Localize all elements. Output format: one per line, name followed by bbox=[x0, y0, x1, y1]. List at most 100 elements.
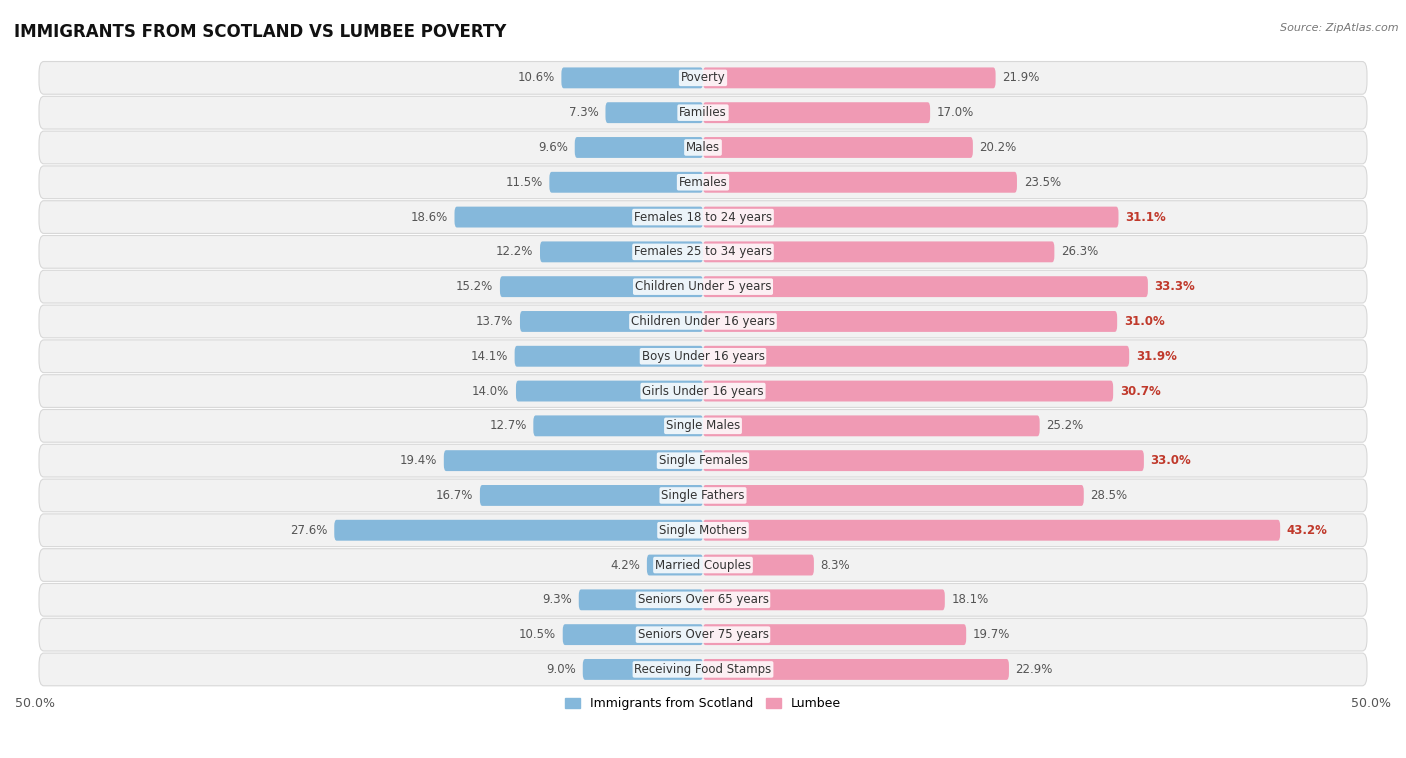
Text: 31.1%: 31.1% bbox=[1125, 211, 1166, 224]
FancyBboxPatch shape bbox=[579, 590, 703, 610]
FancyBboxPatch shape bbox=[703, 67, 995, 89]
Text: 12.2%: 12.2% bbox=[496, 246, 533, 258]
Text: 13.7%: 13.7% bbox=[477, 315, 513, 328]
Text: 33.3%: 33.3% bbox=[1154, 280, 1195, 293]
FancyBboxPatch shape bbox=[703, 485, 1084, 506]
Text: Single Mothers: Single Mothers bbox=[659, 524, 747, 537]
Text: Families: Families bbox=[679, 106, 727, 119]
FancyBboxPatch shape bbox=[520, 311, 703, 332]
FancyBboxPatch shape bbox=[703, 242, 1054, 262]
Text: Girls Under 16 years: Girls Under 16 years bbox=[643, 384, 763, 397]
Text: Boys Under 16 years: Boys Under 16 years bbox=[641, 349, 765, 363]
Text: 19.7%: 19.7% bbox=[973, 628, 1011, 641]
FancyBboxPatch shape bbox=[550, 172, 703, 193]
FancyBboxPatch shape bbox=[39, 549, 1367, 581]
FancyBboxPatch shape bbox=[39, 61, 1367, 94]
Text: IMMIGRANTS FROM SCOTLAND VS LUMBEE POVERTY: IMMIGRANTS FROM SCOTLAND VS LUMBEE POVER… bbox=[14, 23, 506, 41]
Text: Single Fathers: Single Fathers bbox=[661, 489, 745, 502]
Text: 23.5%: 23.5% bbox=[1024, 176, 1060, 189]
FancyBboxPatch shape bbox=[703, 311, 1118, 332]
FancyBboxPatch shape bbox=[39, 444, 1367, 477]
Text: 10.5%: 10.5% bbox=[519, 628, 555, 641]
Text: 8.3%: 8.3% bbox=[821, 559, 851, 572]
Legend: Immigrants from Scotland, Lumbee: Immigrants from Scotland, Lumbee bbox=[560, 692, 846, 715]
FancyBboxPatch shape bbox=[335, 520, 703, 540]
FancyBboxPatch shape bbox=[39, 131, 1367, 164]
FancyBboxPatch shape bbox=[39, 201, 1367, 233]
FancyBboxPatch shape bbox=[533, 415, 703, 437]
Text: 20.2%: 20.2% bbox=[980, 141, 1017, 154]
Text: Females: Females bbox=[679, 176, 727, 189]
Text: Males: Males bbox=[686, 141, 720, 154]
FancyBboxPatch shape bbox=[575, 137, 703, 158]
Text: 26.3%: 26.3% bbox=[1062, 246, 1098, 258]
Text: 4.2%: 4.2% bbox=[610, 559, 640, 572]
Text: 9.3%: 9.3% bbox=[543, 594, 572, 606]
FancyBboxPatch shape bbox=[39, 166, 1367, 199]
Text: 43.2%: 43.2% bbox=[1286, 524, 1327, 537]
Text: 16.7%: 16.7% bbox=[436, 489, 474, 502]
FancyBboxPatch shape bbox=[703, 207, 1119, 227]
FancyBboxPatch shape bbox=[606, 102, 703, 123]
FancyBboxPatch shape bbox=[39, 374, 1367, 407]
FancyBboxPatch shape bbox=[39, 236, 1367, 268]
FancyBboxPatch shape bbox=[703, 624, 966, 645]
Text: Seniors Over 75 years: Seniors Over 75 years bbox=[637, 628, 769, 641]
Text: 9.0%: 9.0% bbox=[547, 663, 576, 676]
FancyBboxPatch shape bbox=[703, 590, 945, 610]
Text: Single Females: Single Females bbox=[658, 454, 748, 467]
Text: 18.6%: 18.6% bbox=[411, 211, 449, 224]
FancyBboxPatch shape bbox=[703, 381, 1114, 402]
FancyBboxPatch shape bbox=[39, 584, 1367, 616]
FancyBboxPatch shape bbox=[703, 415, 1039, 437]
Text: 18.1%: 18.1% bbox=[952, 594, 988, 606]
Text: Children Under 5 years: Children Under 5 years bbox=[634, 280, 772, 293]
FancyBboxPatch shape bbox=[562, 624, 703, 645]
FancyBboxPatch shape bbox=[39, 619, 1367, 651]
FancyBboxPatch shape bbox=[39, 340, 1367, 373]
Text: 21.9%: 21.9% bbox=[1002, 71, 1039, 84]
Text: 27.6%: 27.6% bbox=[290, 524, 328, 537]
FancyBboxPatch shape bbox=[444, 450, 703, 471]
FancyBboxPatch shape bbox=[39, 514, 1367, 547]
Text: 15.2%: 15.2% bbox=[456, 280, 494, 293]
Text: 28.5%: 28.5% bbox=[1091, 489, 1128, 502]
Text: Single Males: Single Males bbox=[666, 419, 740, 432]
FancyBboxPatch shape bbox=[454, 207, 703, 227]
FancyBboxPatch shape bbox=[479, 485, 703, 506]
Text: 12.7%: 12.7% bbox=[489, 419, 527, 432]
FancyBboxPatch shape bbox=[561, 67, 703, 89]
Text: Source: ZipAtlas.com: Source: ZipAtlas.com bbox=[1281, 23, 1399, 33]
FancyBboxPatch shape bbox=[703, 346, 1129, 367]
FancyBboxPatch shape bbox=[39, 479, 1367, 512]
FancyBboxPatch shape bbox=[39, 96, 1367, 129]
FancyBboxPatch shape bbox=[703, 520, 1279, 540]
Text: 30.7%: 30.7% bbox=[1119, 384, 1160, 397]
Text: 14.0%: 14.0% bbox=[472, 384, 509, 397]
FancyBboxPatch shape bbox=[501, 276, 703, 297]
Text: Receiving Food Stamps: Receiving Food Stamps bbox=[634, 663, 772, 676]
FancyBboxPatch shape bbox=[39, 305, 1367, 338]
Text: 17.0%: 17.0% bbox=[936, 106, 974, 119]
Text: 7.3%: 7.3% bbox=[569, 106, 599, 119]
Text: 10.6%: 10.6% bbox=[517, 71, 555, 84]
Text: 31.0%: 31.0% bbox=[1123, 315, 1164, 328]
Text: Poverty: Poverty bbox=[681, 71, 725, 84]
FancyBboxPatch shape bbox=[39, 409, 1367, 442]
Text: 22.9%: 22.9% bbox=[1015, 663, 1053, 676]
FancyBboxPatch shape bbox=[516, 381, 703, 402]
Text: 33.0%: 33.0% bbox=[1150, 454, 1191, 467]
Text: 25.2%: 25.2% bbox=[1046, 419, 1084, 432]
FancyBboxPatch shape bbox=[647, 555, 703, 575]
Text: Seniors Over 65 years: Seniors Over 65 years bbox=[637, 594, 769, 606]
FancyBboxPatch shape bbox=[703, 102, 931, 123]
Text: Females 25 to 34 years: Females 25 to 34 years bbox=[634, 246, 772, 258]
FancyBboxPatch shape bbox=[703, 137, 973, 158]
FancyBboxPatch shape bbox=[39, 271, 1367, 303]
FancyBboxPatch shape bbox=[703, 172, 1017, 193]
Text: 31.9%: 31.9% bbox=[1136, 349, 1177, 363]
Text: Children Under 16 years: Children Under 16 years bbox=[631, 315, 775, 328]
Text: Females 18 to 24 years: Females 18 to 24 years bbox=[634, 211, 772, 224]
Text: Married Couples: Married Couples bbox=[655, 559, 751, 572]
Text: 11.5%: 11.5% bbox=[505, 176, 543, 189]
